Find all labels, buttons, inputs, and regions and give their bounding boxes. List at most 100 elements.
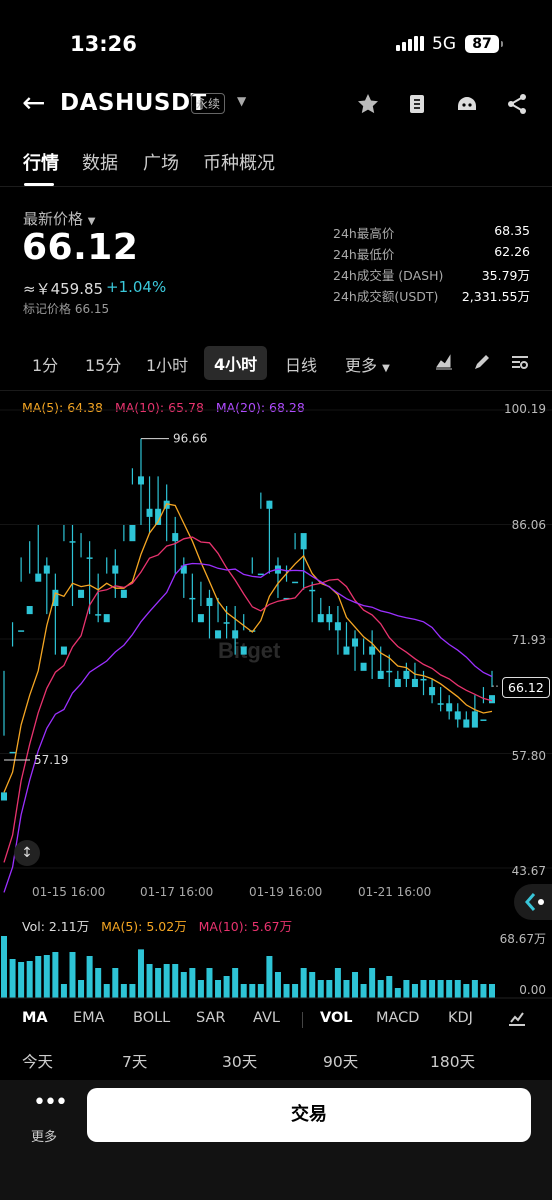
y-tick: 57.80 [511, 749, 546, 763]
volume-bar [463, 984, 470, 998]
candle-body [309, 589, 316, 592]
more-icon[interactable]: ••• [33, 1090, 68, 1115]
candle-body [463, 719, 470, 728]
volume-bar [155, 968, 162, 998]
volume-bar [35, 956, 42, 998]
volume-bar [446, 980, 453, 998]
divider [0, 390, 552, 391]
candle-body [69, 541, 76, 543]
period-30d[interactable]: 30天 [222, 1053, 258, 1071]
period-180d[interactable]: 180天 [430, 1053, 476, 1071]
indicator-boll[interactable]: BOLL [133, 1010, 171, 1026]
candle-body [446, 703, 453, 712]
candle-body [292, 581, 299, 584]
candle-body [394, 678, 401, 688]
back-icon[interactable]: ← [22, 86, 46, 119]
indicator-ma[interactable]: MA [22, 1010, 48, 1026]
timeframe-more[interactable]: 更多 ▼ [345, 356, 390, 375]
indicator-vol[interactable]: VOL [320, 1010, 353, 1026]
period-7d[interactable]: 7天 [122, 1053, 148, 1071]
star-icon[interactable] [356, 92, 380, 116]
candle-body [43, 565, 50, 574]
vol-value: Vol: 2.11万 [22, 919, 90, 934]
volume-bar [9, 959, 16, 998]
volume-bar [146, 964, 153, 998]
high-marker-label: 96.66 [173, 432, 207, 446]
candle-body [386, 670, 393, 673]
candle-body [112, 565, 119, 574]
battery-icon: 87 [465, 35, 503, 53]
indicator-sar[interactable]: SAR [196, 1010, 226, 1026]
candle-body [317, 614, 324, 623]
timeframe-4h[interactable]: 4小时 [204, 346, 268, 380]
pair-title[interactable]: DASHUSDT [60, 90, 207, 116]
volume-bar [52, 952, 59, 998]
last-price-label[interactable]: 最新价格 ▼ [23, 210, 96, 228]
tab-data[interactable]: 数据 [82, 153, 118, 174]
volume-bar [360, 984, 367, 998]
volume-bar [394, 988, 401, 998]
candle-body [429, 687, 436, 696]
indicator-kdj[interactable]: KDJ [448, 1010, 473, 1026]
tab-market[interactable]: 行情 [23, 153, 59, 174]
volume-bar [86, 956, 93, 998]
volume-bar [137, 949, 144, 998]
book-icon[interactable] [405, 92, 429, 116]
timeframe-1h[interactable]: 1小时 [146, 356, 189, 375]
vol-ma10: MA(10): 5.67万 [198, 919, 293, 934]
last-price: 66.12 [22, 227, 139, 268]
timeframe-15m[interactable]: 15分 [85, 356, 122, 375]
volume-bar [292, 984, 299, 998]
volume-bar [197, 980, 204, 998]
period-90d[interactable]: 90天 [323, 1053, 359, 1071]
current-price-tag: 66.12 [502, 677, 550, 698]
volume-bar [454, 980, 461, 998]
candlestick-chart[interactable]: Bitget 96.66 57.19 [0, 390, 552, 1010]
chevron-down-icon[interactable]: ▼ [237, 94, 247, 108]
indicator-ema[interactable]: EMA [73, 1010, 105, 1026]
x-tick: 01-17 16:00 [140, 885, 214, 899]
candle-body [1, 792, 7, 801]
bot-icon[interactable] [455, 92, 479, 116]
side-panel-button[interactable] [514, 884, 552, 920]
volume-bar [343, 980, 350, 998]
trade-button[interactable]: 交易 [87, 1088, 531, 1142]
candle-body [471, 711, 478, 728]
indicator-avl[interactable]: AVL [253, 1010, 280, 1026]
timeframe-1d[interactable]: 日线 [285, 356, 318, 375]
volume-bar [163, 964, 170, 998]
mark-price: 标记价格 66.15 [23, 302, 110, 316]
volume-bar [274, 972, 281, 998]
volume-tick: 68.67万 [499, 932, 546, 946]
volume-bar [471, 980, 478, 998]
candle-body [420, 678, 427, 681]
period-today[interactable]: 今天 [22, 1053, 54, 1071]
more-label[interactable]: 更多 [31, 1130, 58, 1145]
candle-body [155, 508, 162, 525]
timeframe-1m[interactable]: 1分 [32, 356, 59, 375]
expand-icon[interactable]: ↕ [14, 840, 40, 866]
candle-body [18, 630, 25, 632]
indicator-macd[interactable]: MACD [376, 1010, 420, 1026]
candle-body [240, 646, 247, 655]
signal-icon [396, 35, 424, 51]
candle-body [223, 622, 230, 624]
share-icon[interactable] [505, 92, 529, 116]
volume-bar [386, 976, 393, 998]
candle-body [480, 719, 487, 721]
candle-body [95, 614, 102, 616]
candle-body [189, 597, 196, 600]
volume-bar [26, 961, 33, 998]
candle-body [232, 630, 239, 639]
indicator-settings-icon[interactable] [507, 1008, 527, 1032]
volume-bar [326, 980, 333, 998]
candle-body [283, 597, 290, 600]
chart-type-icon[interactable] [434, 352, 454, 376]
ma5-legend: MA(5): 64.38 [22, 400, 104, 415]
tab-square[interactable]: 广场 [143, 153, 179, 174]
tab-overview[interactable]: 币种概况 [203, 153, 275, 174]
stat-low: 24h最低价 62.26 [333, 244, 530, 262]
draw-tool-icon[interactable] [472, 352, 492, 376]
contract-type-badge: 永续 [191, 93, 226, 114]
chart-settings-icon[interactable] [510, 352, 530, 376]
